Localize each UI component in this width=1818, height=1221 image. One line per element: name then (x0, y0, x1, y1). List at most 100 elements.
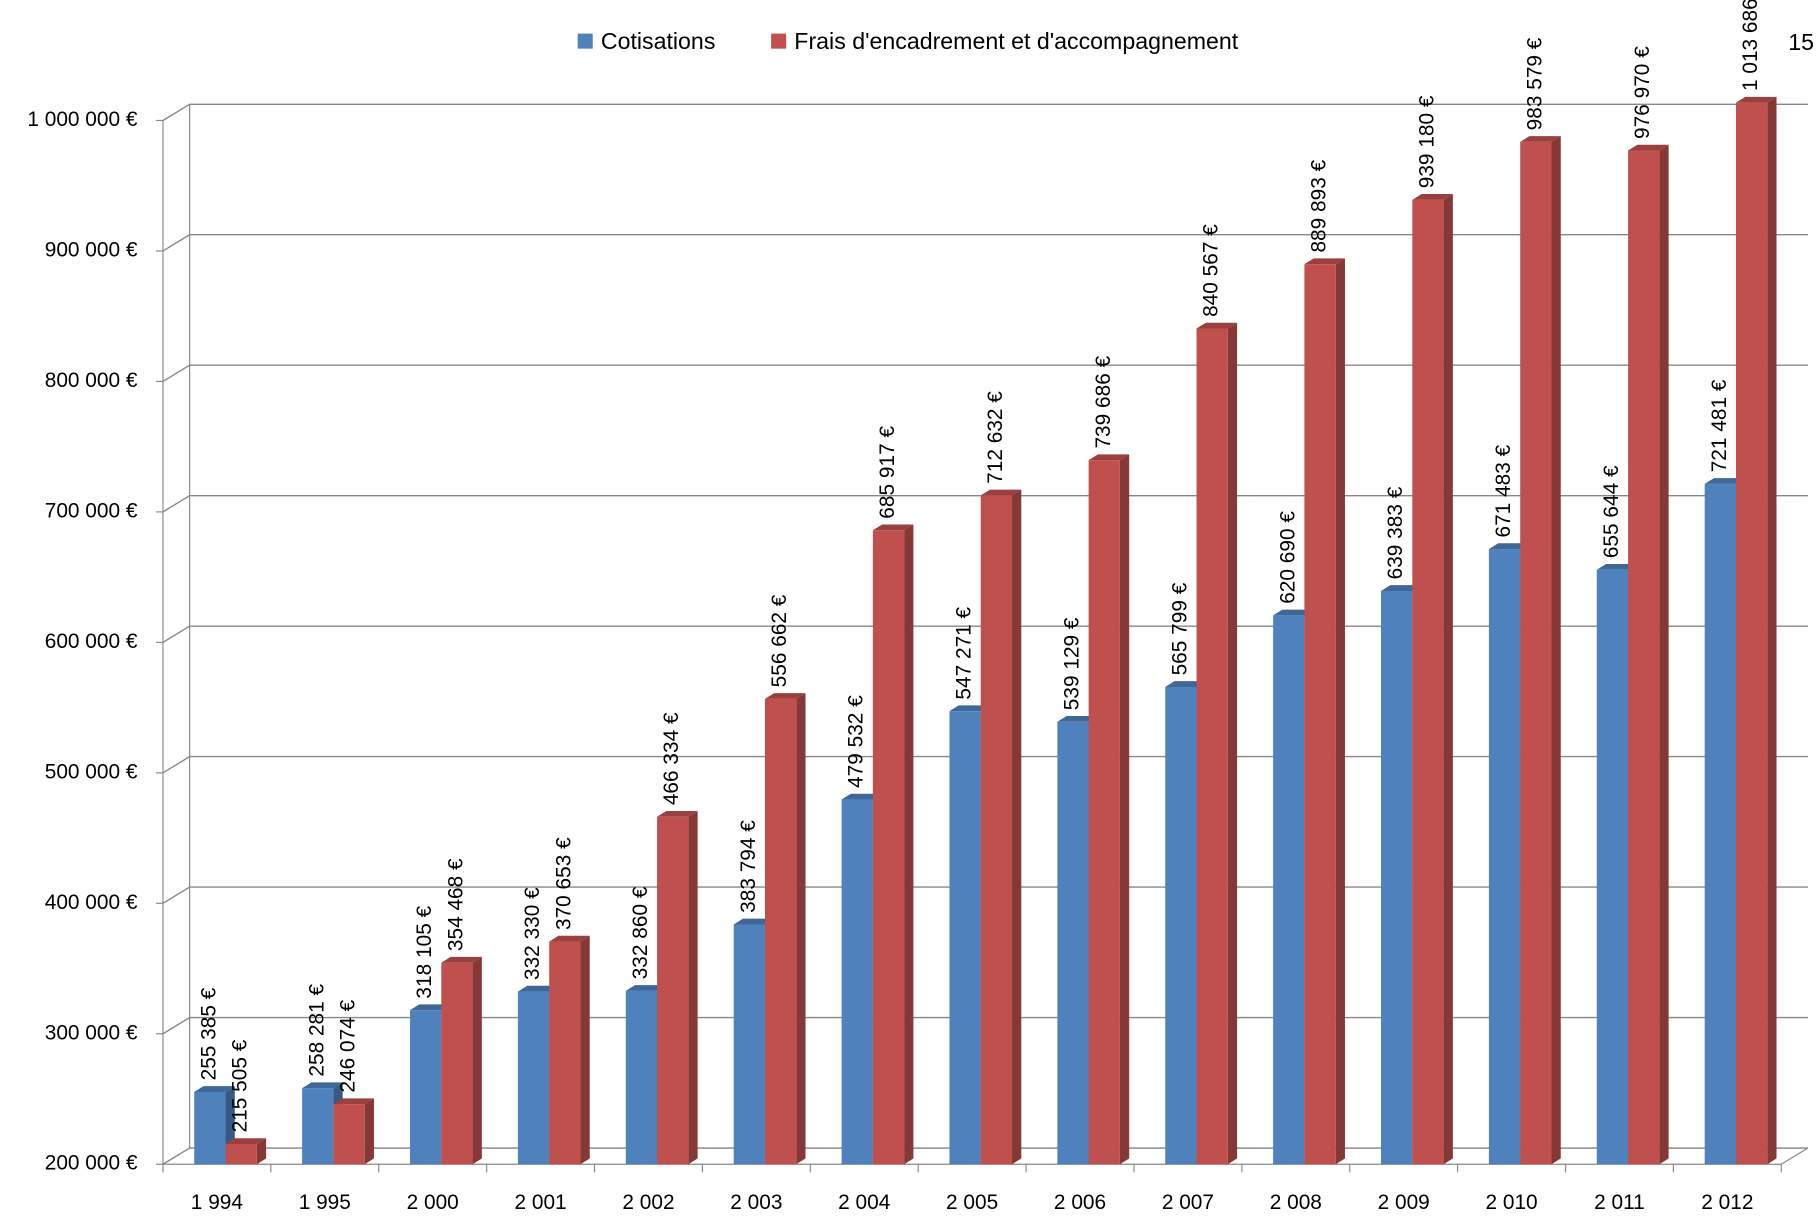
data-label: 539 129 € (1060, 617, 1083, 710)
bar (1304, 264, 1336, 1165)
legend-swatch (771, 33, 787, 49)
bar (657, 816, 689, 1165)
data-label: 215 505 € (229, 1039, 252, 1132)
grid-line (162, 1016, 1808, 1035)
bar-side (1659, 144, 1669, 1165)
bar (1088, 460, 1120, 1165)
bar (1273, 615, 1305, 1165)
x-tick-label: 2 012 (1701, 1191, 1753, 1214)
bar (1057, 721, 1089, 1165)
data-label: 620 690 € (1276, 511, 1299, 604)
bar-top (517, 985, 559, 992)
bar-side (1443, 194, 1453, 1165)
data-label: 671 483 € (1492, 444, 1515, 537)
bar-top (333, 1098, 374, 1105)
bar-top (194, 1086, 235, 1092)
bar (1596, 569, 1629, 1165)
bar-top (302, 1082, 343, 1089)
bar (949, 711, 981, 1165)
bar (194, 1091, 226, 1165)
bar-top (733, 918, 775, 925)
bar-side (364, 1098, 374, 1165)
data-label: 655 644 € (1600, 465, 1623, 558)
x-tick-label: 2 009 (1378, 1191, 1430, 1214)
x-tick-label: 2 003 (730, 1191, 782, 1214)
y-tick-label: 600 000 € (45, 630, 138, 653)
bar (625, 990, 658, 1165)
grid-line (162, 234, 1808, 252)
data-label: 685 917 € (876, 426, 899, 519)
bar (333, 1104, 365, 1165)
y-tick-label: 1 000 000 € (27, 108, 138, 131)
data-label: 1 013 686 € (1739, 0, 1762, 91)
bar (1520, 141, 1552, 1165)
data-label: 840 567 € (1200, 224, 1223, 317)
grid-line (162, 1147, 1808, 1165)
y-tick-label: 900 000 € (45, 238, 138, 261)
bar (1704, 483, 1736, 1165)
bar-side (256, 1138, 267, 1165)
bar-top (1196, 322, 1238, 329)
bar-top (1165, 681, 1206, 687)
bar (517, 991, 550, 1165)
bar-top (1412, 194, 1453, 200)
y-tick-label: 200 000 € (45, 1152, 138, 1175)
legend-label: Cotisations (601, 28, 716, 54)
bar-top (549, 935, 590, 942)
bar (1165, 686, 1197, 1165)
x-tick-label: 2 007 (1162, 1191, 1214, 1214)
bar-top (441, 956, 482, 963)
bar-top (1381, 585, 1422, 591)
data-label: 976 970 € (1631, 46, 1654, 139)
data-label: 556 662 € (768, 594, 791, 687)
grid-line (162, 755, 1808, 774)
bar-top (764, 693, 806, 699)
bar-top (1488, 543, 1530, 550)
x-tick-label: 2 001 (514, 1191, 566, 1214)
bar-top (225, 1138, 267, 1145)
bar-top (410, 1004, 451, 1011)
data-label: 721 481 € (1708, 379, 1731, 472)
x-tick-label: 2 002 (622, 1191, 674, 1214)
grid-line (162, 886, 1808, 904)
bar-top (980, 489, 1022, 496)
bar (1488, 549, 1521, 1165)
bar-side (1767, 96, 1777, 1165)
bar-top (872, 524, 914, 531)
bar-side (580, 935, 590, 1165)
bar-side (472, 956, 482, 1165)
bar-top (1273, 609, 1314, 616)
bar (410, 1010, 442, 1165)
data-label: 246 074 € (337, 999, 360, 1092)
bar-top (1596, 563, 1638, 570)
floor-right (1781, 1147, 1809, 1165)
grid-line (162, 103, 1808, 122)
bar-side (904, 524, 914, 1165)
data-label: 370 653 € (552, 837, 575, 930)
y-tick-label: 800 000 € (45, 369, 138, 392)
x-tick-label: 2 004 (838, 1191, 890, 1214)
data-label: 383 794 € (737, 820, 760, 913)
data-label: 479 532 € (845, 695, 868, 788)
y-tick-label: 500 000 € (45, 760, 138, 783)
x-tick-label: 2 005 (946, 1191, 998, 1214)
page-number: 15 (1788, 29, 1814, 55)
y-tick-label: 400 000 € (45, 891, 138, 914)
bar-side (688, 810, 698, 1165)
bar-side (1012, 489, 1022, 1165)
bar (1735, 102, 1768, 1165)
data-label: 318 105 € (413, 905, 436, 998)
grid-line (162, 364, 1808, 383)
bar (1381, 590, 1413, 1165)
data-label: 332 330 € (521, 887, 544, 980)
x-tick-label: 2 011 (1594, 1191, 1645, 1214)
bar-top (1628, 144, 1669, 151)
bar (1628, 150, 1660, 1165)
x-tick-label: 2 010 (1485, 1191, 1537, 1214)
bar-top (841, 793, 883, 800)
bar-top (1735, 96, 1777, 103)
data-label: 354 468 € (444, 858, 467, 951)
bar (441, 962, 473, 1165)
